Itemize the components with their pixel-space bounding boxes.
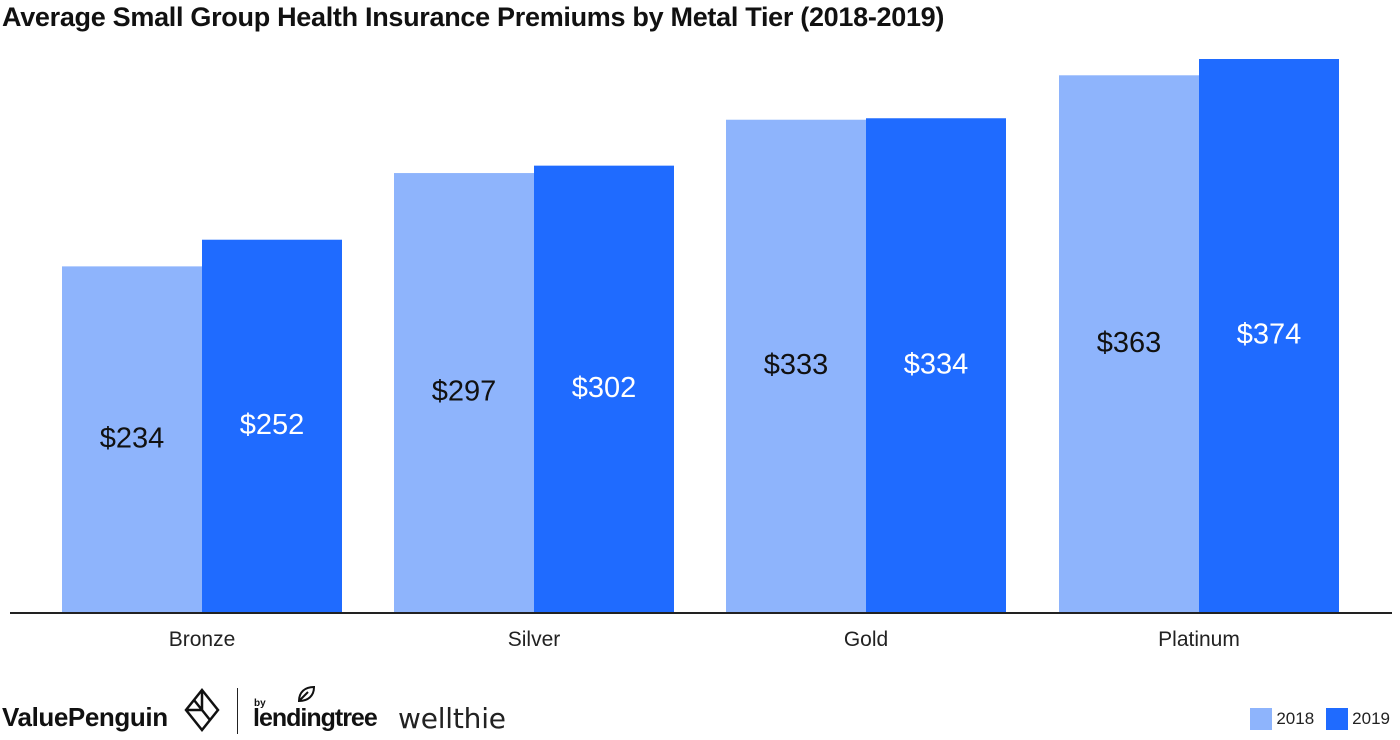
bar-bronze-2019 bbox=[202, 239, 342, 613]
value-label-gold-2018: $333 bbox=[764, 349, 829, 381]
bar-gold-2018 bbox=[726, 119, 866, 614]
footer-divider bbox=[237, 688, 238, 734]
bars-group bbox=[62, 59, 1339, 614]
legend-label-2019: 2019 bbox=[1352, 709, 1390, 728]
legend-item-2019: 2019 bbox=[1326, 708, 1390, 730]
bar-gold-2019 bbox=[866, 118, 1006, 613]
legend-swatch-2019 bbox=[1326, 708, 1349, 730]
bar-platinum-2018 bbox=[1059, 75, 1199, 613]
value-label-platinum-2019: $374 bbox=[1237, 319, 1302, 351]
category-label-silver: Silver bbox=[508, 628, 561, 651]
value-label-platinum-2018: $363 bbox=[1097, 327, 1162, 359]
legend: 2018 2019 bbox=[1238, 708, 1390, 730]
value-label-bronze-2018: $234 bbox=[100, 422, 165, 454]
bar-bronze-2018 bbox=[62, 266, 202, 613]
legend-label-2018: 2018 bbox=[1276, 709, 1315, 728]
value-label-silver-2019: $302 bbox=[572, 372, 637, 404]
valuepenguin-logo-text: ValuePenguin bbox=[2, 702, 168, 732]
wellthie-logo-text: wellthie bbox=[398, 702, 506, 735]
bar-silver-2019 bbox=[534, 165, 674, 613]
legend-item-2018: 2018 bbox=[1250, 708, 1314, 730]
value-label-gold-2019: $334 bbox=[904, 348, 969, 380]
lendingtree-by-text: by bbox=[254, 698, 266, 709]
legend-swatch-2018 bbox=[1250, 708, 1273, 730]
category-label-platinum: Platinum bbox=[1158, 628, 1240, 651]
category-labels-group: Bronze Silver Gold Platinum bbox=[169, 628, 1240, 651]
bar-platinum-2019 bbox=[1199, 59, 1339, 613]
bar-chart: $234 $252 $297 $302 $333 $334 $363 $374 Bronze S… bbox=[10, 59, 1392, 651]
leaf-icon bbox=[297, 685, 316, 703]
value-labels-group: $234 $252 $297 $302 $333 $334 $363 $374 bbox=[100, 319, 1302, 455]
category-label-gold: Gold bbox=[844, 628, 888, 651]
lendingtree-logo-text: lendingtree bbox=[253, 704, 378, 732]
valuepenguin-logo-icon bbox=[184, 688, 220, 732]
value-label-bronze-2019: $252 bbox=[240, 409, 305, 441]
chart-title: Average Small Group Health Insurance Pre… bbox=[2, 2, 945, 32]
value-label-silver-2018: $297 bbox=[432, 376, 497, 408]
footer: ValuePenguin by lendingtree wellthie 201… bbox=[0, 680, 1400, 740]
bar-silver-2018 bbox=[394, 173, 534, 613]
category-label-bronze: Bronze bbox=[169, 628, 236, 651]
